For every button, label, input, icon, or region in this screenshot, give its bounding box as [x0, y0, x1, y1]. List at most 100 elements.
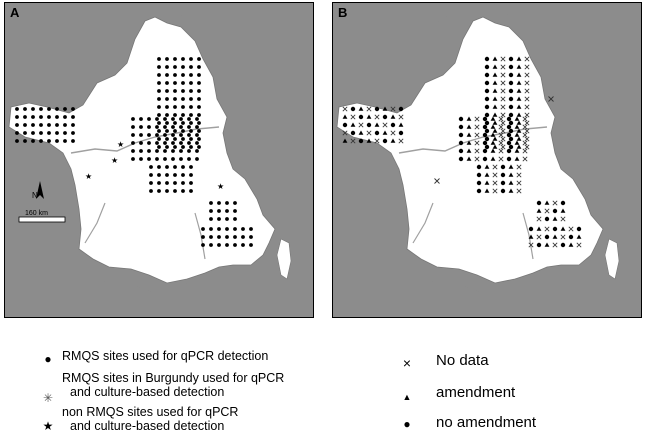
site-dot	[23, 115, 27, 119]
site-dot	[173, 105, 177, 109]
site-dot	[458, 140, 464, 146]
site-dot	[173, 65, 177, 69]
site-dot	[350, 106, 356, 112]
site-dot	[165, 137, 169, 141]
site-dot	[197, 97, 201, 101]
site-dot	[31, 123, 35, 127]
site-dot	[484, 144, 490, 150]
site-dot	[163, 117, 167, 121]
site-dot	[189, 189, 193, 193]
site-dot	[195, 141, 199, 145]
site-triangle	[516, 88, 522, 93]
site-dot	[173, 145, 177, 149]
site-dot	[484, 80, 490, 86]
site-triangle	[358, 130, 364, 135]
site-dot	[157, 73, 161, 77]
site-dot	[47, 115, 51, 119]
site-dot	[484, 88, 490, 94]
site-dot	[189, 121, 193, 125]
site-dot	[197, 73, 201, 77]
map-panel-a: ★ ★ ★ ★ A N 160 km	[4, 2, 314, 318]
site-triangle	[484, 172, 490, 177]
site-triangle	[382, 106, 388, 111]
site-dot	[209, 209, 213, 213]
site-triangle	[516, 80, 522, 85]
site-triangle	[492, 120, 498, 125]
site-dot	[374, 106, 380, 112]
site-dot	[195, 157, 199, 161]
site-dot	[217, 209, 221, 213]
site-dot	[189, 57, 193, 61]
site-dot	[484, 104, 490, 110]
site-triangle	[490, 124, 496, 129]
site-cross	[382, 122, 388, 128]
site-triangle	[366, 138, 372, 143]
site-cross	[498, 124, 504, 130]
site-dot	[71, 139, 75, 143]
site-dot	[217, 201, 221, 205]
site-dot	[500, 164, 506, 170]
site-cross	[366, 106, 372, 112]
site-dot	[197, 137, 201, 141]
site-triangle	[514, 116, 520, 121]
site-dot	[155, 157, 159, 161]
site-dot	[155, 125, 159, 129]
site-cross	[350, 138, 356, 144]
site-dot	[476, 164, 482, 170]
site-dot	[163, 149, 167, 153]
site-dot	[163, 125, 167, 129]
site-dot	[63, 107, 67, 111]
site-dot	[173, 81, 177, 85]
site-cross	[528, 242, 534, 248]
site-dot	[165, 81, 169, 85]
site-dot	[225, 209, 229, 213]
site-dot	[47, 107, 51, 111]
site-triangle	[466, 116, 472, 121]
site-dot	[508, 144, 514, 150]
site-cross	[552, 242, 558, 248]
site-cross	[390, 106, 396, 112]
site-dot	[149, 189, 153, 193]
site-dot	[157, 173, 161, 177]
site-dot	[55, 115, 59, 119]
site-dot	[23, 123, 27, 127]
site-dot	[552, 208, 558, 214]
site-dot	[476, 180, 482, 186]
river-loire	[398, 126, 548, 154]
panel-label-a: A	[10, 5, 20, 20]
site-dot	[171, 141, 175, 145]
site-triangle	[516, 56, 522, 61]
site-dot	[225, 243, 229, 247]
site-dot	[139, 149, 143, 153]
site-dot	[189, 73, 193, 77]
site-dot	[63, 115, 67, 119]
site-cross	[492, 172, 498, 178]
site-dot	[149, 173, 153, 177]
site-dot	[506, 156, 512, 162]
site-cross	[524, 96, 530, 102]
site-dot	[458, 148, 464, 154]
site-dot	[157, 89, 161, 93]
site-triangle	[492, 88, 498, 93]
site-dot	[241, 235, 245, 239]
site-dot	[181, 189, 185, 193]
site-dot	[157, 145, 161, 149]
site-cross	[342, 106, 348, 112]
site-cross	[516, 164, 522, 170]
site-dot	[197, 121, 201, 125]
site-dot	[195, 133, 199, 137]
site-dot	[157, 81, 161, 85]
site-dot	[568, 234, 574, 240]
site-dot	[189, 105, 193, 109]
site-triangle	[536, 226, 542, 231]
europe-land	[165, 3, 313, 215]
site-dot	[482, 156, 488, 162]
site-dot	[390, 122, 396, 128]
site-dot	[484, 64, 490, 70]
site-dot	[71, 131, 75, 135]
site-triangle	[514, 140, 520, 145]
site-dot	[181, 73, 185, 77]
site-triangle	[342, 114, 348, 119]
legend-item-no-data: No data	[436, 352, 489, 369]
site-triangle	[492, 56, 498, 61]
